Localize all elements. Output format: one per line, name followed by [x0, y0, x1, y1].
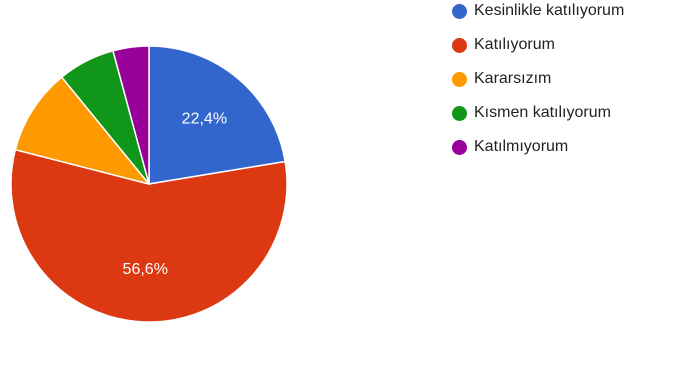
pie-slices: [10, 45, 288, 323]
legend-item: Kısmen katılıyorum: [452, 104, 624, 122]
legend-item: Kararsızım: [452, 70, 624, 88]
legend-item: Katılıyorum: [452, 36, 624, 54]
legend-label: Katılmıyorum: [474, 138, 569, 155]
legend-swatch: [452, 3, 467, 19]
legend-swatch: [452, 105, 467, 121]
slice-label: 22,4%: [182, 110, 227, 127]
legend-swatch: [452, 139, 467, 155]
legend-label: Kesinlikle katılıyorum: [474, 2, 625, 19]
pie-slice: [112, 45, 150, 185]
legend-label: Katılıyorum: [474, 36, 555, 53]
legend-swatch: [452, 71, 467, 87]
pie-slice: [14, 76, 152, 186]
legend-item: Katılmıyorum: [452, 138, 624, 156]
legend-item: Kesinlikle katılıyorum: [452, 2, 624, 20]
pie-slice-labels: 22,4% 56,6%: [123, 110, 227, 278]
pie-slice: [148, 45, 287, 185]
chart-legend: Kesinlikle katılıyorum Katılıyorum Kararsı…: [452, 2, 624, 172]
legend-label: Kararsızım: [474, 70, 552, 87]
slice-label: 56,6%: [123, 261, 168, 278]
pie-slice: [10, 148, 288, 323]
legend-label: Kısmen katılıyorum: [474, 104, 611, 121]
legend-swatch: [452, 37, 467, 53]
